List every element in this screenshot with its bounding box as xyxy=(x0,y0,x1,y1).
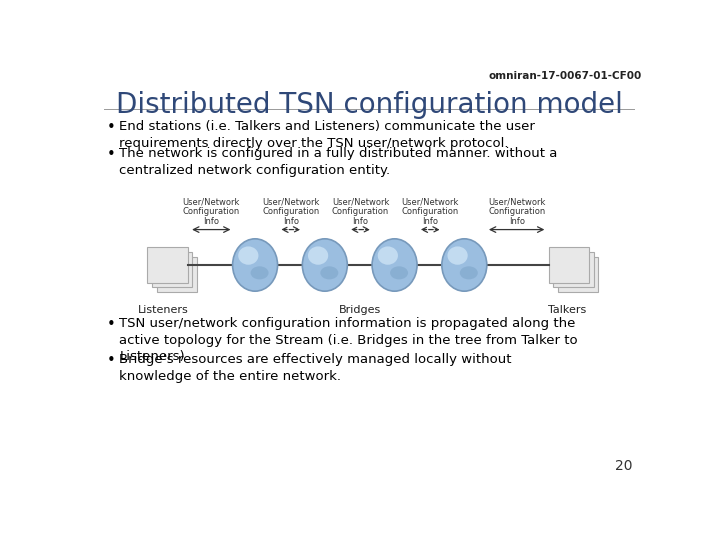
Text: User/Network
Configuration
Info: User/Network Configuration Info xyxy=(262,198,320,226)
Text: Talkers: Talkers xyxy=(548,305,587,315)
Ellipse shape xyxy=(372,239,417,291)
Text: 20: 20 xyxy=(615,459,632,473)
Ellipse shape xyxy=(447,246,468,265)
Text: Bridge’s resources are effectively managed locally without
knowledge of the enti: Bridge’s resources are effectively manag… xyxy=(120,353,512,383)
Text: Distributed TSN configuration model: Distributed TSN configuration model xyxy=(116,91,622,119)
Bar xyxy=(152,252,192,287)
Bar xyxy=(554,252,594,287)
Bar xyxy=(549,247,589,283)
Text: •: • xyxy=(107,318,116,332)
Bar xyxy=(148,247,188,283)
Text: •: • xyxy=(107,353,116,368)
Ellipse shape xyxy=(302,239,347,291)
Bar xyxy=(558,256,598,292)
Ellipse shape xyxy=(320,266,338,279)
Ellipse shape xyxy=(378,246,398,265)
Bar xyxy=(157,256,197,292)
Text: TSN user/network configuration information is propagated along the
active topolo: TSN user/network configuration informati… xyxy=(120,318,578,363)
Ellipse shape xyxy=(251,266,269,279)
Ellipse shape xyxy=(390,266,408,279)
Text: •: • xyxy=(107,120,116,135)
Text: Bridges: Bridges xyxy=(338,305,381,315)
Text: User/Network
Configuration
Info: User/Network Configuration Info xyxy=(332,198,390,226)
Text: User/Network
Configuration
Info: User/Network Configuration Info xyxy=(183,198,240,226)
Ellipse shape xyxy=(233,239,277,291)
Text: User/Network
Configuration
Info: User/Network Configuration Info xyxy=(402,198,459,226)
Text: The network is configured in a fully distributed manner. without a
centralized n: The network is configured in a fully dis… xyxy=(120,147,558,177)
Ellipse shape xyxy=(460,266,478,279)
Text: User/Network
Configuration
Info: User/Network Configuration Info xyxy=(488,198,545,226)
Text: Listeners: Listeners xyxy=(138,305,189,315)
Text: •: • xyxy=(107,147,116,162)
Ellipse shape xyxy=(308,246,328,265)
Text: End stations (i.e. Talkers and Listeners) communicate the user
requirements dire: End stations (i.e. Talkers and Listeners… xyxy=(120,120,536,150)
Text: omniran-17-0067-01-CF00: omniran-17-0067-01-CF00 xyxy=(489,71,642,81)
Ellipse shape xyxy=(238,246,258,265)
Ellipse shape xyxy=(442,239,487,291)
